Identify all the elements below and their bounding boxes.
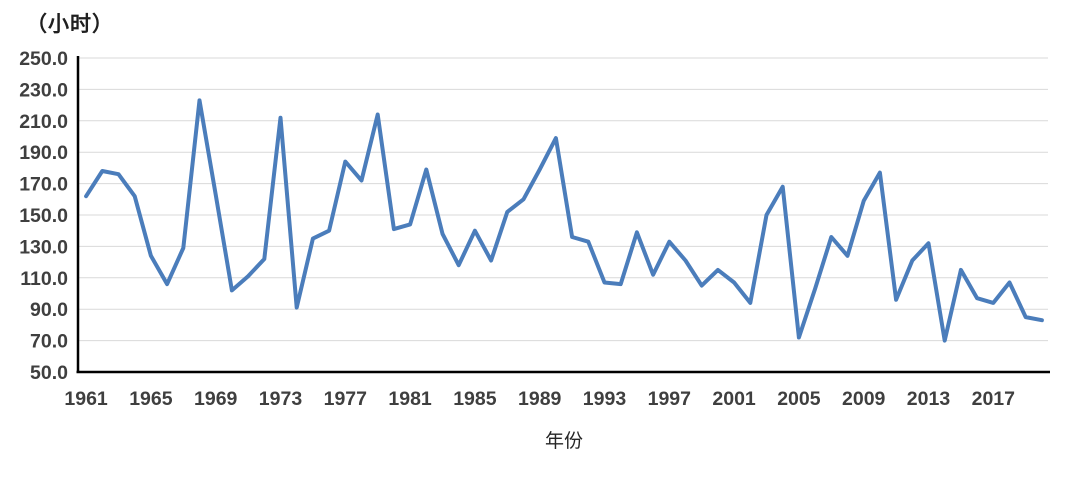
y-tick-label: 130.0 <box>19 236 68 258</box>
x-tick-label: 2017 <box>972 388 1015 410</box>
y-tick-label: 90.0 <box>30 299 68 321</box>
y-tick-label: 230.0 <box>19 79 68 101</box>
x-tick-label: 1981 <box>388 388 432 410</box>
x-tick-label: 1993 <box>583 388 627 410</box>
x-tick-label: 1961 <box>64 388 108 410</box>
x-tick-label: 2009 <box>842 388 886 410</box>
x-tick-label: 2013 <box>907 388 951 410</box>
x-tick-label: 1969 <box>194 388 238 410</box>
data-series-line <box>84 98 1044 343</box>
x-tick-label: 1989 <box>518 388 562 410</box>
chart-unit-title: （小时） <box>26 13 114 36</box>
x-tick-label: 2005 <box>777 388 821 410</box>
y-tick-label: 50.0 <box>30 362 68 384</box>
x-tick-label: 1985 <box>453 388 497 410</box>
y-tick-label: 170.0 <box>19 174 68 196</box>
x-tick-label: 2001 <box>712 388 756 410</box>
y-tick-label: 190.0 <box>19 142 68 164</box>
x-tick-label: 1997 <box>648 388 691 410</box>
y-tick-label: 210.0 <box>19 111 68 133</box>
y-tick-label: 150.0 <box>19 205 68 227</box>
y-tick-label: 110.0 <box>20 268 68 290</box>
x-tick-label: 1977 <box>324 388 367 410</box>
x-tick-label: 1965 <box>129 388 173 410</box>
x-tick-label: 1973 <box>259 388 303 410</box>
y-tick-label: 250.0 <box>19 48 68 70</box>
x-axis-title: 年份 <box>544 431 583 452</box>
y-tick-label: 70.0 <box>30 331 68 353</box>
